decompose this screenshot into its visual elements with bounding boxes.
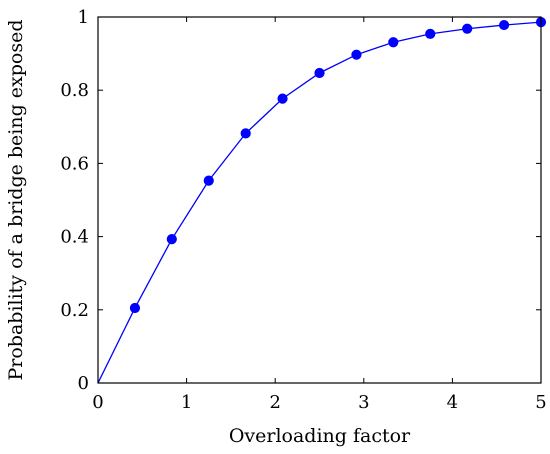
y-tick-label: 0.4	[60, 227, 89, 248]
x-tick-label: 1	[181, 392, 192, 413]
x-tick-label: 0	[92, 392, 103, 413]
x-tick-label: 2	[269, 392, 280, 413]
x-tick-label: 4	[447, 392, 458, 413]
data-point	[129, 302, 141, 314]
y-tick-label: 0.8	[60, 80, 89, 101]
y-tick-label: 0.6	[60, 153, 89, 174]
data-point	[314, 67, 325, 79]
data-point	[240, 128, 251, 139]
data-point	[166, 234, 177, 245]
x-tick-label: 3	[358, 392, 369, 413]
data-point	[351, 49, 362, 60]
y-tick-label: 1	[78, 7, 89, 28]
x-axis-title: Overloading factor	[229, 425, 411, 447]
data-point	[425, 28, 436, 39]
data-point	[462, 23, 473, 34]
y-axis-ticks: 0 0.2 0.4 0.6 0.8 1	[60, 7, 541, 394]
data-point	[203, 175, 214, 186]
plot-frame	[97, 16, 542, 384]
data-point	[388, 37, 399, 48]
data-point	[277, 93, 288, 104]
y-tick-label: 0	[78, 373, 89, 394]
data-point	[498, 19, 510, 31]
y-tick-label: 0.2	[60, 300, 89, 321]
y-axis-title: Probability of a bridge being exposed	[5, 19, 27, 380]
x-tick-label: 5	[535, 392, 546, 413]
series-layer	[97, 17, 547, 384]
